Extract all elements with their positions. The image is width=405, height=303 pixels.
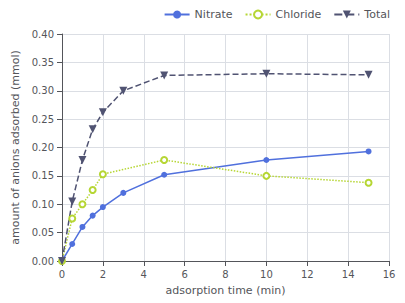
svg-text:10: 10 [260,269,273,280]
svg-text:6: 6 [181,269,187,280]
svg-text:Total: Total [363,8,390,21]
svg-text:8: 8 [222,269,228,280]
svg-text:0.05: 0.05 [32,227,54,238]
svg-text:2: 2 [100,269,106,280]
svg-text:14: 14 [342,269,355,280]
svg-text:0.30: 0.30 [32,85,54,96]
svg-text:0.10: 0.10 [32,199,54,210]
svg-text:0.00: 0.00 [32,256,54,267]
svg-text:0.15: 0.15 [32,170,54,181]
svg-text:Chloride: Chloride [276,8,322,21]
svg-text:0.20: 0.20 [32,142,54,153]
svg-text:adsorption time (min): adsorption time (min) [166,284,286,297]
svg-text:amount of anions adsorbed (mmo: amount of anions adsorbed (mmol) [9,50,22,244]
svg-text:0.25: 0.25 [32,114,54,125]
svg-text:16: 16 [383,269,396,280]
svg-text:0.35: 0.35 [32,57,54,68]
svg-text:4: 4 [141,269,147,280]
svg-text:12: 12 [301,269,314,280]
svg-text:Nitrate: Nitrate [195,8,233,21]
svg-text:0: 0 [59,269,65,280]
svg-text:0.40: 0.40 [32,29,54,40]
